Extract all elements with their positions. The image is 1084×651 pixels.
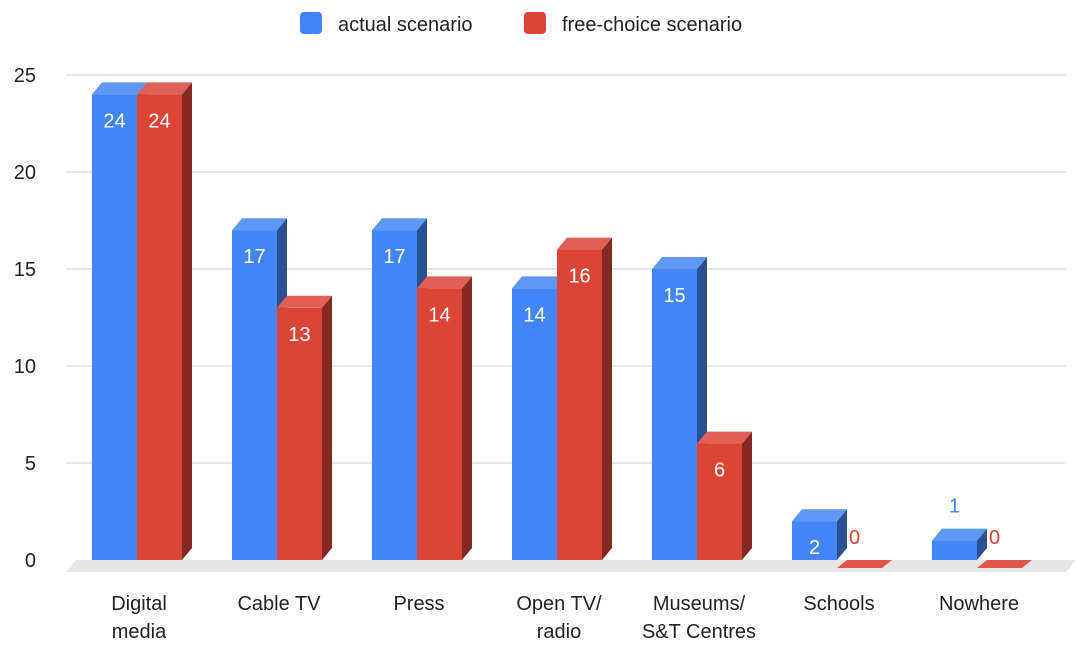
bar-actual-scenario-schools [792, 509, 847, 560]
bar-free-choice-scenario-schools [837, 560, 892, 568]
x-category-label-open-tv-radio-line-2: radio [537, 621, 581, 643]
x-category-label-cable-tv: Cable TV [237, 593, 321, 615]
bar-free-choice-scenario-cable-tv-top [277, 295, 332, 308]
bar-actual-scenario-nowhere-front [932, 540, 977, 560]
data-label-free-choice-scenario-press: 14 [428, 304, 450, 326]
x-category-label-digital-media: Digital [111, 593, 167, 615]
bar-free-choice-scenario-digital-media-top [137, 82, 192, 95]
bar-free-choice-scenario-nowhere [977, 560, 1032, 568]
data-label-actual-scenario-cable-tv: 17 [243, 246, 265, 268]
bar-actual-scenario-nowhere-top [932, 528, 987, 541]
bar-actual-scenario-open-tv-radio-front [512, 288, 557, 560]
bar-free-choice-scenario-museums-s-t-centres [697, 431, 752, 560]
bar-free-choice-scenario-museums-s-t-centres-side [742, 431, 752, 560]
x-category-label-museums-s-t-centres: Museums/ [653, 593, 746, 615]
bars [92, 82, 1032, 568]
data-label-actual-scenario-schools: 2 [809, 537, 820, 559]
bar-free-choice-scenario-open-tv-radio-side [602, 237, 612, 560]
bar-actual-scenario-nowhere [932, 528, 987, 560]
y-tick-label-5: 5 [25, 453, 36, 475]
y-tick-label-10: 10 [14, 356, 36, 378]
bar-free-choice-scenario-press-front [417, 288, 462, 560]
bar-actual-scenario-cable-tv-top [232, 218, 287, 231]
bar-actual-scenario-cable-tv-front [232, 230, 277, 560]
data-label-free-choice-scenario-nowhere: 0 [989, 527, 1000, 549]
bar-actual-scenario-digital-media-top [92, 82, 147, 95]
x-category-label-open-tv-radio: Open TV/ [516, 593, 602, 615]
bar-free-choice-scenario-cable-tv-side [322, 295, 332, 560]
data-label-actual-scenario-nowhere: 1 [949, 496, 960, 518]
x-category-label-press: Press [393, 593, 444, 615]
bar-actual-scenario-museums-s-t-centres-front [652, 269, 697, 560]
data-label-actual-scenario-digital-media: 24 [103, 110, 125, 132]
data-label-actual-scenario-press: 17 [383, 246, 405, 268]
y-tick-label-0: 0 [25, 550, 36, 572]
bar-free-choice-scenario-schools-flat [837, 560, 892, 568]
y-tick-label-15: 15 [14, 259, 36, 281]
legend-swatch-actual-scenario [300, 12, 322, 34]
bar-actual-scenario-digital-media-front [92, 94, 137, 561]
x-axis-categories: Digital media Cable TV Press Open TV/radio Mu… [111, 593, 1019, 643]
bar-actual-scenario-nowhere-side [977, 528, 987, 560]
bar-actual-scenario-press-top [372, 218, 427, 231]
x-category-label-nowhere: Nowhere [939, 593, 1019, 615]
data-label-free-choice-scenario-cable-tv: 13 [288, 324, 310, 346]
data-label-free-choice-scenario-schools: 0 [849, 527, 860, 549]
data-label-free-choice-scenario-digital-media: 24 [148, 110, 170, 132]
bar-actual-scenario-press-front [372, 230, 417, 560]
bar-free-choice-scenario-press-top [417, 276, 472, 289]
bar-free-choice-scenario-digital-media [137, 82, 192, 561]
bar-free-choice-scenario-press-side [462, 276, 472, 560]
legend-label-actual-scenario: actual scenario [338, 14, 473, 36]
bar-free-choice-scenario-cable-tv-front [277, 307, 322, 560]
bar-free-choice-scenario-digital-media-side [182, 82, 192, 561]
bar-free-choice-scenario-museums-s-t-centres-front [697, 443, 742, 560]
bar-free-choice-scenario-press [417, 276, 472, 560]
bar-free-choice-scenario-cable-tv [277, 295, 332, 560]
bar-actual-scenario-schools-top [792, 509, 847, 522]
y-axis-ticks: 0 5 10 15 20 25 [14, 65, 36, 572]
bar-free-choice-scenario-open-tv-radio [557, 237, 612, 560]
bar-free-choice-scenario-open-tv-radio-top [557, 237, 612, 250]
bar-actual-scenario-museums-s-t-centres-top [652, 257, 707, 269]
data-label-actual-scenario-museums-s-t-centres: 15 [663, 285, 685, 307]
bar-free-choice-scenario-nowhere-flat [977, 560, 1032, 568]
legend: actual scenario free-choice scenario [300, 12, 742, 36]
bar-actual-scenario-open-tv-radio-top [512, 276, 567, 289]
bar-free-choice-scenario-museums-s-t-centres-top [697, 431, 752, 444]
data-label-free-choice-scenario-open-tv-radio: 16 [568, 266, 590, 288]
data-label-actual-scenario-open-tv-radio: 14 [523, 304, 545, 326]
legend-label-free-choice-scenario: free-choice scenario [562, 14, 742, 36]
bar-actual-scenario-schools-front [792, 521, 837, 560]
legend-swatch-free-choice-scenario [524, 12, 546, 34]
y-tick-label-25: 25 [14, 65, 36, 87]
x-category-label-schools: Schools [803, 593, 874, 615]
x-category-label-museums-s-t-centres-line-2: S&T Centres [642, 621, 756, 643]
data-label-free-choice-scenario-museums-s-t-centres: 6 [714, 460, 725, 482]
x-category-label-digital-media-line-2: media [112, 621, 167, 643]
data-labels: 24 24 17 13 17 14 14 16 15 6 2 0 1 0 [103, 110, 1000, 559]
bar-free-choice-scenario-open-tv-radio-front [557, 249, 602, 560]
bar-free-choice-scenario-digital-media-front [137, 94, 182, 561]
bar-actual-scenario-schools-side [837, 509, 847, 560]
floor-plane [66, 560, 1076, 572]
y-tick-label-20: 20 [14, 162, 36, 184]
chart-floor [66, 560, 1076, 572]
